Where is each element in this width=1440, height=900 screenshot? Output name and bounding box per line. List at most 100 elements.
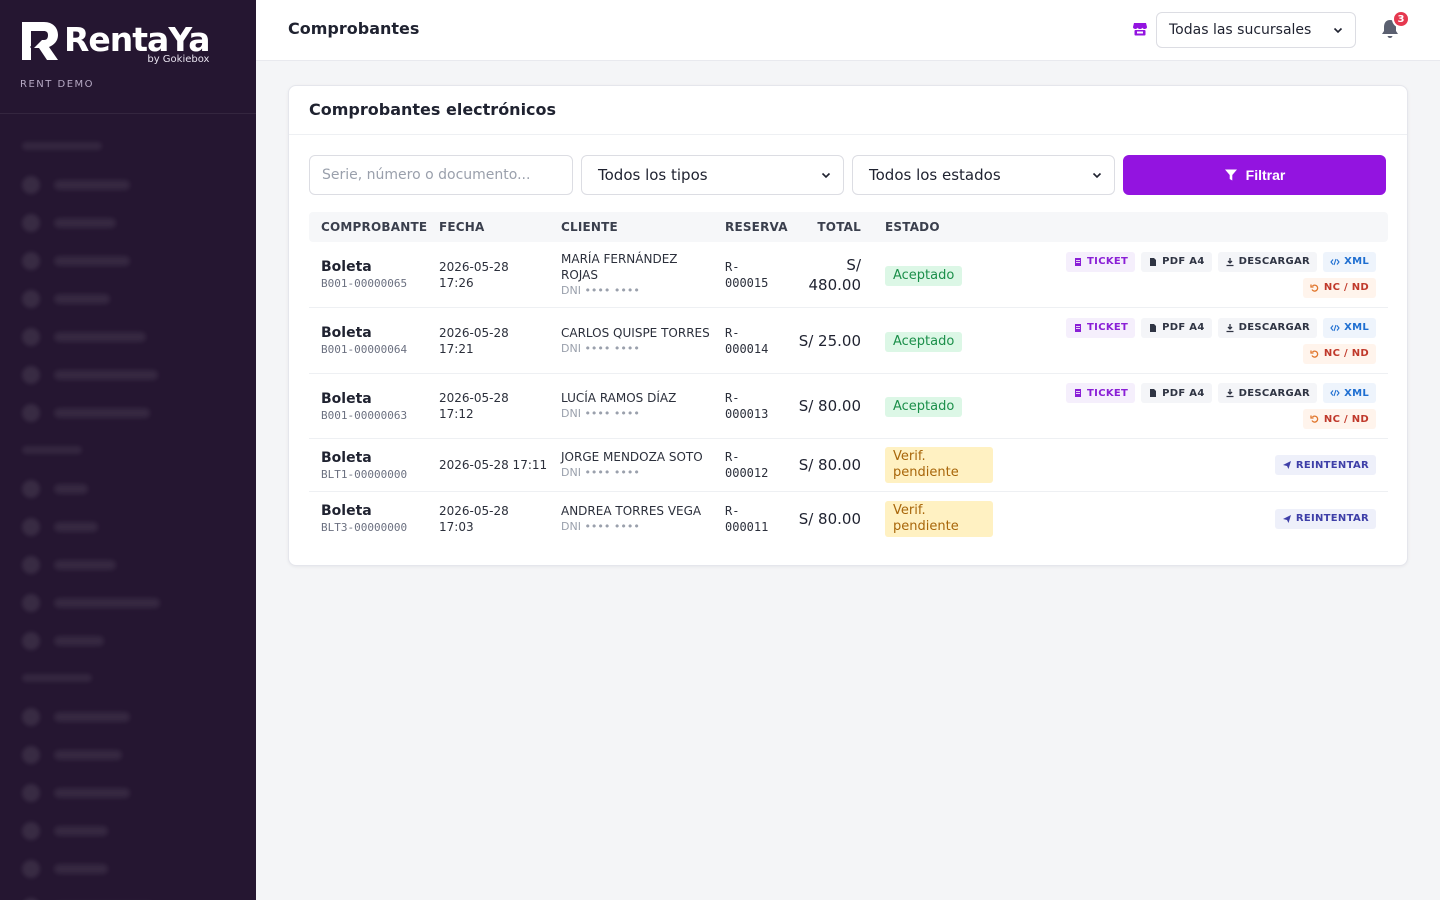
reservation-number[interactable]: 000012 bbox=[725, 466, 769, 480]
ticket-button[interactable]: TICKET bbox=[1066, 251, 1136, 272]
retry-label: REINTENTAR bbox=[1295, 459, 1369, 471]
nav-icon bbox=[22, 366, 40, 384]
ticket-label: TICKET bbox=[1087, 322, 1129, 333]
type-select[interactable]: Todos los tipos bbox=[581, 155, 844, 195]
branch-select[interactable]: Todas las sucursales bbox=[1156, 12, 1356, 48]
filters-bar: Todos los tipos Todos los estados Filtra… bbox=[309, 155, 1386, 195]
pdf-a4-button[interactable]: PDF A4 bbox=[1141, 251, 1212, 272]
tenant-name: RENT DEMO bbox=[20, 79, 95, 90]
sidebar-item[interactable] bbox=[0, 850, 256, 888]
sidebar-item[interactable] bbox=[0, 584, 256, 622]
sidebar-item[interactable] bbox=[0, 394, 256, 432]
download-label: DESCARGAR bbox=[1238, 387, 1311, 399]
sidebar-item[interactable] bbox=[0, 888, 256, 900]
xml-button[interactable]: XML bbox=[1323, 251, 1376, 272]
table-row[interactable]: Boleta B001-00000065 2026-05-28 17:26 MARÍ… bbox=[309, 242, 1388, 308]
client-doc: DNI •••• •••• bbox=[561, 283, 640, 297]
pdf-a4-button[interactable]: PDF A4 bbox=[1141, 317, 1212, 338]
status-line-1: Verif. bbox=[893, 502, 926, 518]
ticket-label: TICKET bbox=[1087, 387, 1129, 399]
ticket-icon bbox=[1075, 323, 1082, 332]
table-row[interactable]: Boleta BLT1-00000000 2026-05-28 17:11 JOR… bbox=[309, 439, 1388, 492]
invoices-card: Comprobantes electrónicos Todos los tipo… bbox=[288, 85, 1408, 566]
status-line-2: pendiente bbox=[893, 465, 959, 480]
ticket-icon bbox=[1075, 257, 1082, 266]
sidebar-item[interactable] bbox=[0, 774, 256, 812]
status-line-1: Verif. bbox=[893, 449, 926, 464]
nav-icon bbox=[22, 404, 40, 422]
client-name: LUCÍA RAMOS DÍAZ bbox=[561, 391, 677, 405]
reservation-prefix: R- bbox=[725, 503, 740, 518]
status-badge: Verif. pendiente bbox=[885, 447, 993, 483]
ticket-button[interactable]: TICKET bbox=[1066, 383, 1136, 403]
sidebar-item[interactable] bbox=[0, 166, 256, 204]
type-select-value: Todos los tipos bbox=[598, 166, 708, 184]
sidebar-item[interactable] bbox=[0, 812, 256, 850]
nav-icon bbox=[22, 632, 40, 650]
total-amount: 480.00 bbox=[808, 275, 862, 294]
reservation-number[interactable]: 000013 bbox=[725, 407, 769, 421]
branch-select-value: Todas las sucursales bbox=[1169, 22, 1312, 38]
sidebar-item[interactable] bbox=[0, 736, 256, 774]
file-pdf-icon bbox=[1150, 323, 1157, 332]
sidebar-item[interactable] bbox=[0, 546, 256, 584]
pdf-label: PDF A4 bbox=[1162, 256, 1205, 267]
reservation-number[interactable]: 000015 bbox=[725, 275, 769, 290]
doc-number: BLT3-00000000 bbox=[321, 521, 408, 534]
reservation-prefix: R- bbox=[725, 391, 740, 405]
col-reserva: RESERVA bbox=[725, 220, 788, 234]
sidebar-item[interactable] bbox=[0, 280, 256, 318]
search-input[interactable] bbox=[309, 155, 573, 195]
sidebar-item[interactable] bbox=[0, 318, 256, 356]
notification-badge: 3 bbox=[1392, 10, 1410, 28]
download-icon bbox=[1226, 323, 1234, 332]
filter-button[interactable]: Filtrar bbox=[1123, 155, 1386, 195]
pdf-a4-button[interactable]: PDF A4 bbox=[1141, 383, 1212, 403]
reservation-prefix: R- bbox=[725, 450, 740, 464]
filter-button-label: Filtrar bbox=[1245, 167, 1286, 183]
time: 17:21 bbox=[439, 341, 474, 356]
download-button[interactable]: DESCARGAR bbox=[1217, 317, 1318, 338]
sidebar-item[interactable] bbox=[0, 242, 256, 280]
code-icon bbox=[1330, 324, 1340, 331]
pdf-label: PDF A4 bbox=[1162, 387, 1205, 399]
nc-nd-button[interactable]: NC / ND bbox=[1302, 343, 1376, 364]
sidebar-item[interactable] bbox=[0, 698, 256, 736]
retry-button[interactable]: REINTENTAR bbox=[1274, 508, 1376, 529]
sidebar-item[interactable] bbox=[0, 470, 256, 508]
table-row[interactable]: Boleta B001-00000063 2026-05-28 17:12 LUCÍ… bbox=[309, 374, 1388, 439]
reservation-number[interactable]: 000011 bbox=[725, 519, 769, 534]
nav-icon bbox=[22, 290, 40, 308]
status-select[interactable]: Todos los estados bbox=[852, 155, 1115, 195]
rentaya-logo-icon bbox=[22, 22, 58, 60]
sidebar-item[interactable] bbox=[0, 508, 256, 546]
client-doc: DNI •••• •••• bbox=[561, 407, 640, 420]
doc-number: BLT1-00000000 bbox=[321, 467, 408, 481]
retry-button[interactable]: REINTENTAR bbox=[1274, 455, 1376, 475]
client-doc: DNI •••• •••• bbox=[561, 341, 640, 355]
sidebar-item[interactable] bbox=[0, 356, 256, 394]
nav-icon bbox=[22, 518, 40, 536]
download-button[interactable]: DESCARGAR bbox=[1217, 251, 1318, 272]
nav-icon bbox=[22, 252, 40, 270]
nc-nd-button[interactable]: NC / ND bbox=[1302, 409, 1376, 429]
status-badge: Aceptado bbox=[885, 265, 963, 286]
status-select-value: Todos los estados bbox=[869, 166, 1001, 184]
col-cliente: CLIENTE bbox=[561, 220, 618, 234]
col-total: TOTAL bbox=[817, 220, 861, 234]
table-row[interactable]: Boleta B001-00000064 2026-05-28 17:21 CARL… bbox=[309, 308, 1388, 374]
sidebar-item[interactable] bbox=[0, 622, 256, 660]
nav-icon bbox=[22, 898, 40, 900]
download-icon bbox=[1226, 389, 1234, 398]
sidebar-item[interactable] bbox=[0, 204, 256, 242]
ticket-button[interactable]: TICKET bbox=[1066, 317, 1136, 338]
nav-section-header bbox=[22, 446, 256, 460]
xml-button[interactable]: XML bbox=[1323, 383, 1376, 403]
xml-button[interactable]: XML bbox=[1323, 317, 1376, 338]
table-row[interactable]: Boleta BLT3-00000000 2026-05-28 17:03 ANDR… bbox=[309, 492, 1388, 545]
download-button[interactable]: DESCARGAR bbox=[1217, 383, 1318, 403]
nc-nd-button[interactable]: NC / ND bbox=[1302, 277, 1376, 298]
logo[interactable]: RentaYa by Gokiebox bbox=[20, 20, 236, 65]
nav-icon bbox=[22, 746, 40, 764]
reservation-number[interactable]: 000014 bbox=[725, 341, 769, 356]
